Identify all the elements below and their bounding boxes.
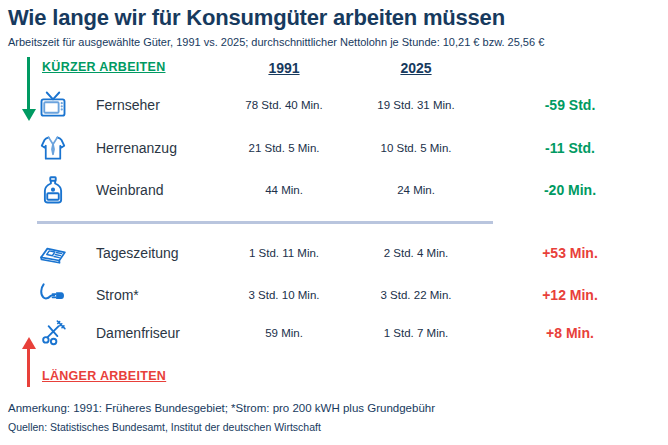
value-2025: 3 Std. 22 Min.: [350, 289, 482, 301]
arrow-up-icon: [22, 337, 36, 387]
row-label: Fernseher: [88, 97, 218, 113]
change-value: +53 Min.: [482, 245, 658, 261]
scissors-icon: [38, 318, 68, 348]
row-label: Tageszeitung: [88, 245, 218, 261]
bottle-icon: [38, 175, 68, 205]
row-label: Damenfriseur: [88, 325, 218, 341]
value-2025: 1 Std. 7 Min.: [350, 327, 482, 339]
table-row: Herrenanzug 21 Std. 5 Min. 10 Std. 5 Min…: [30, 131, 658, 165]
change-value: -20 Min.: [482, 182, 658, 198]
value-1991: 1 Std. 11 Min.: [218, 247, 350, 259]
sources-line: Quellen: Statistisches Bundesamt, Instit…: [8, 421, 321, 433]
infographic: Wie lange wir für Konsumgüter arbeiten m…: [0, 0, 668, 445]
column-header-row: 1991 2025: [30, 56, 658, 80]
newspaper-icon: [38, 238, 68, 268]
table-row: Weinbrand 44 Min. 24 Min. -20 Min.: [30, 173, 658, 207]
group-label-longer: LÄNGER ARBEITEN: [42, 369, 166, 383]
value-1991: 3 Std. 10 Min.: [218, 289, 350, 301]
row-label: Herrenanzug: [88, 140, 218, 156]
table-row: Tageszeitung 1 Std. 11 Min. 2 Std. 4 Min…: [30, 236, 658, 270]
table-row: Strom* 3 Std. 10 Min. 3 Std. 22 Min. +12…: [30, 278, 658, 312]
suit-icon: [38, 133, 68, 163]
change-value: -59 Std.: [482, 97, 658, 113]
page-subtitle: Arbeitszeit für ausgewählte Güter, 1991 …: [8, 36, 544, 48]
change-value: -11 Std.: [482, 140, 658, 156]
value-1991: 44 Min.: [218, 184, 350, 196]
page-title: Wie lange wir für Konsumgüter arbeiten m…: [8, 5, 505, 31]
change-value: +12 Min.: [482, 287, 658, 303]
value-1991: 21 Std. 5 Min.: [218, 142, 350, 154]
value-2025: 2 Std. 4 Min.: [350, 247, 482, 259]
row-label: Strom*: [88, 287, 218, 303]
table-row: Fernseher 78 Std. 40 Min. 19 Std. 31 Min…: [30, 88, 658, 122]
column-header-2025: 2025: [350, 60, 482, 76]
value-1991: 59 Min.: [218, 327, 350, 339]
value-2025: 10 Std. 5 Min.: [350, 142, 482, 154]
column-header-1991: 1991: [218, 60, 350, 76]
value-2025: 19 Std. 31 Min.: [350, 99, 482, 111]
value-2025: 24 Min.: [350, 184, 482, 196]
footnote: Anmerkung: 1991: Früheres Bundesgebiet; …: [8, 402, 435, 414]
change-value: +8 Min.: [482, 325, 658, 341]
table-row: Damenfriseur 59 Min. 1 Std. 7 Min. +8 Mi…: [30, 316, 658, 350]
tv-icon: [38, 90, 68, 120]
value-1991: 78 Std. 40 Min.: [218, 99, 350, 111]
plug-icon: [38, 280, 68, 310]
section-divider: [37, 221, 493, 224]
row-label: Weinbrand: [88, 182, 218, 198]
